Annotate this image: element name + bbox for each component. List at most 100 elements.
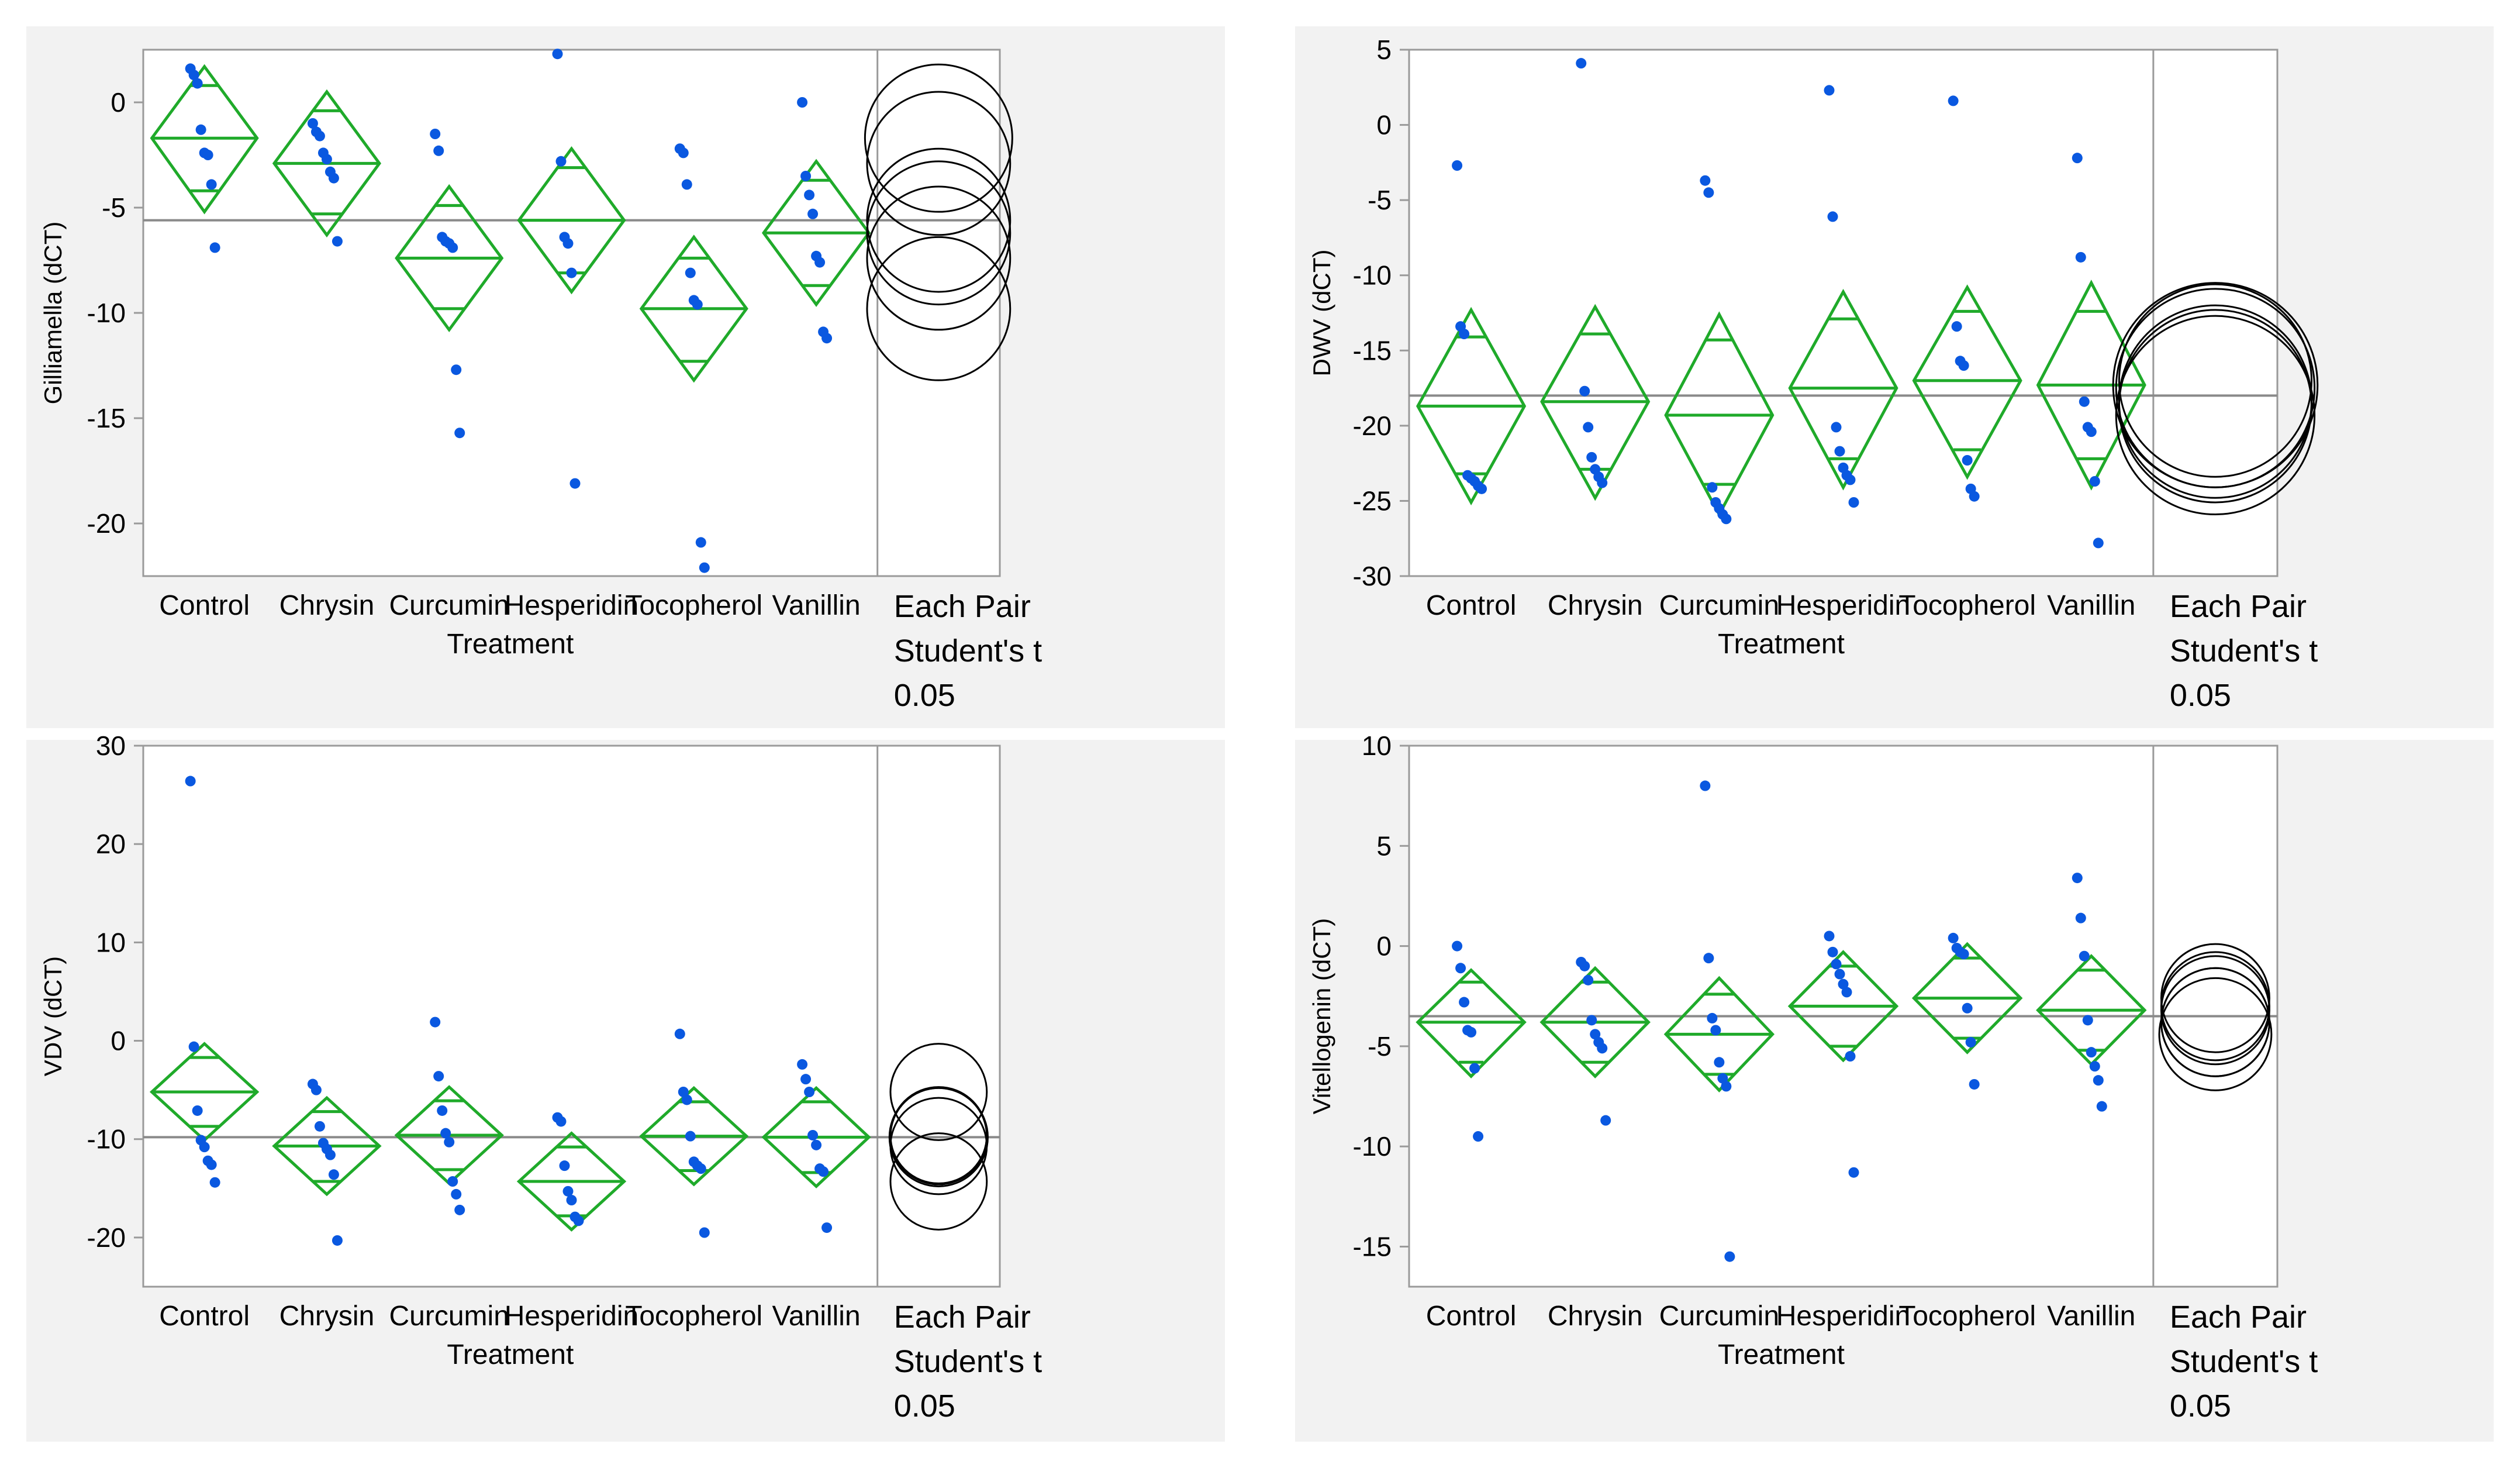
data-point <box>447 242 458 253</box>
data-point <box>1459 329 1470 339</box>
data-point <box>209 1177 220 1188</box>
chart-panel-2: 5 0 -5 -10 -15 -20 -25 -30 Control Chrysin Curcumi… <box>1295 26 2494 728</box>
group-vanillin <box>761 97 871 344</box>
data-point <box>821 333 833 344</box>
data-point <box>2079 950 2090 962</box>
data-point <box>681 1094 692 1105</box>
data-point <box>202 150 213 160</box>
comparison-label-line: Each Pair <box>894 1300 1031 1335</box>
x-tick-label: Chrysin <box>279 1301 375 1332</box>
group-chrysin <box>1540 58 1651 501</box>
data-point <box>1845 474 1856 485</box>
data-point <box>555 156 567 167</box>
data-point <box>1459 997 1470 1008</box>
y-tick-label: -5 <box>1368 185 1392 215</box>
data-point <box>1597 477 1608 488</box>
y-axis-title: DWV (dCT) <box>1308 250 1335 377</box>
data-point <box>314 130 325 142</box>
y-tick-label: -15 <box>1353 1231 1392 1262</box>
data-point <box>692 299 703 310</box>
y-tick-label: -30 <box>1353 561 1392 591</box>
data-point <box>1969 1078 1980 1090</box>
data-point <box>1452 940 1463 952</box>
comparison-label-line: Student's t <box>2170 633 2318 668</box>
data-point <box>1824 85 1835 96</box>
data-point <box>1824 931 1835 942</box>
data-point <box>2089 476 2100 487</box>
x-tick-label: Control <box>1426 1301 1517 1332</box>
y-axis-title: VDV (dCT) <box>39 956 67 1076</box>
data-point <box>440 1128 451 1139</box>
group-control <box>1416 160 1527 506</box>
data-point <box>800 171 812 181</box>
y-tick-label: -20 <box>1353 411 1392 441</box>
x-tick-label: Control <box>159 1301 250 1332</box>
comparison-circle <box>2160 943 2270 1053</box>
x-tick-label: Tocopherol <box>1898 590 2036 621</box>
group-tocopherol <box>1912 95 2022 502</box>
data-point <box>451 1188 462 1200</box>
data-point <box>1600 1115 1611 1126</box>
y-tick-label: 0 <box>1376 110 1392 140</box>
x-tick-label: Hesperidin <box>1776 590 1910 621</box>
data-point <box>800 1074 812 1085</box>
data-point <box>1714 1057 1725 1068</box>
data-point <box>1827 211 1838 222</box>
x-axis-title: Treatment <box>447 629 574 660</box>
group-curcumin <box>395 129 504 439</box>
y-tick-label: -15 <box>1353 335 1392 366</box>
data-point <box>451 364 462 375</box>
data-point <box>674 1028 685 1039</box>
x-tick-label: Vanillin <box>2047 590 2135 621</box>
data-point <box>1841 987 1852 998</box>
data-point <box>807 208 819 219</box>
comparison-label-line: Student's t <box>894 1344 1042 1379</box>
data-point <box>1703 953 1714 964</box>
data-point <box>1948 95 1959 106</box>
data-point <box>2079 396 2090 407</box>
comparison-label-line: Student's t <box>894 633 1042 668</box>
data-point <box>325 1149 336 1160</box>
data-point <box>1476 483 1487 494</box>
data-point <box>1848 497 1859 508</box>
data-point <box>433 145 444 156</box>
plot-frame <box>142 745 1001 1288</box>
comparison-circle <box>864 63 1013 213</box>
data-point <box>1962 1002 1973 1014</box>
comparison-circle <box>2160 955 2270 1066</box>
y-axis-title: Gilliamella (dCT) <box>39 222 67 405</box>
data-point <box>1455 963 1466 974</box>
x-tick-label: Curcumin <box>389 1301 509 1332</box>
data-point <box>562 238 574 249</box>
comparison-circle <box>2118 304 2312 499</box>
data-point <box>206 1159 217 1170</box>
x-tick-label: Tocopherol <box>625 590 762 621</box>
y-tick-label: -10 <box>1353 1131 1392 1162</box>
x-tick-label: Chrysin <box>1548 1301 1643 1332</box>
y-tick-label: -10 <box>1353 260 1392 291</box>
group-curcumin <box>394 1016 504 1215</box>
data-point <box>1834 969 1845 980</box>
data-point <box>1707 482 1718 493</box>
data-point <box>699 1227 710 1238</box>
data-point <box>1834 446 1845 457</box>
data-point <box>685 1131 696 1142</box>
data-point <box>447 1176 458 1187</box>
comparison-label-line: Student's t <box>2170 1344 2318 1379</box>
comparison-circle <box>866 147 1012 293</box>
y-tick-label: 5 <box>1376 831 1392 861</box>
data-point <box>454 1204 465 1215</box>
data-point <box>430 129 441 139</box>
y-axis-title: Vitellogenin (dCT) <box>1308 918 1335 1114</box>
data-point <box>1590 1029 1601 1040</box>
comparison-circle <box>889 1132 988 1231</box>
data-point <box>192 1105 203 1116</box>
data-point <box>454 428 465 439</box>
data-point <box>199 1142 210 1153</box>
data-point <box>2086 426 2097 437</box>
y-tick-label: 0 <box>111 1026 126 1056</box>
y-tick-label: -10 <box>87 1124 126 1155</box>
data-point <box>1838 978 1849 990</box>
comparison-label-line: 0.05 <box>894 1388 955 1424</box>
data-point <box>444 1136 455 1147</box>
